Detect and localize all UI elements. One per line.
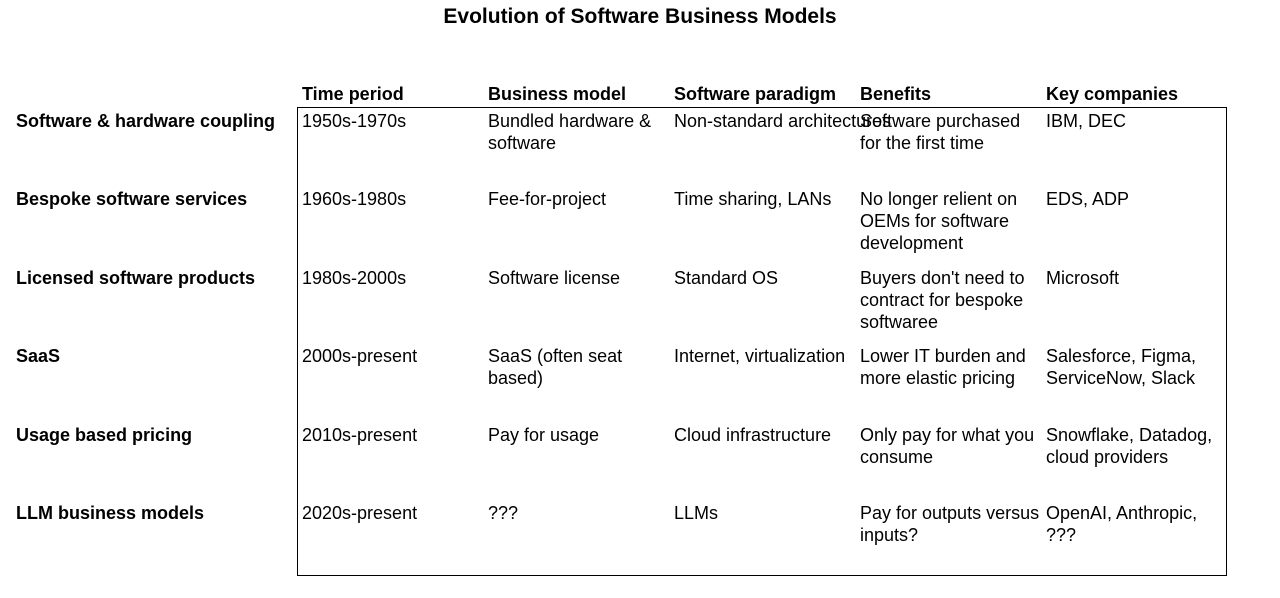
cell-software-paradigm: Non-standard architectures [674,111,892,131]
cell-software-paradigm: Cloud infrastructure [674,425,832,445]
cell-key-companies: OpenAI, Anthropic, ??? [1046,503,1198,545]
cell-key-companies: Snowflake, Datadog, cloud providers [1046,425,1213,467]
cell-business-model: Fee-for-project [488,189,607,209]
column-header-benefits: Benefits [860,84,932,104]
table-row: Software & hardware coupling 1950s-1970s… [0,110,1280,188]
cell-business-model: Software license [488,268,621,288]
cell-time-period: 1950s-1970s [302,111,407,131]
column-header-key-companies: Key companies [1046,84,1179,104]
table-border [297,107,1227,576]
cell-benefits: Only pay for what you consume [860,425,1035,467]
cell-time-period: 1980s-2000s [302,268,407,288]
cell-benefits: Buyers don't need to contract for bespok… [860,268,1025,332]
cell-time-period: 2010s-present [302,425,418,445]
cell-time-period: 2020s-present [302,503,418,523]
cell-benefits: No longer relient on OEMs for software d… [860,189,1018,253]
column-header-time-period: Time period [302,84,404,104]
cell-software-paradigm: LLMs [674,503,719,523]
row-label: Usage based pricing [16,425,193,445]
table-row: Bespoke software services 1960s-1980s Fe… [0,188,1280,266]
row-label: SaaS [16,346,61,366]
cell-business-model: Bundled hardware & software [488,111,652,153]
cell-key-companies: IBM, DEC [1046,111,1127,131]
cell-business-model: Pay for usage [488,425,600,445]
column-header-software-paradigm: Software paradigm [674,84,837,104]
cell-software-paradigm: Standard OS [674,268,779,288]
cell-benefits: Pay for outputs versus inputs? [860,503,1040,545]
row-label: LLM business models [16,503,205,523]
cell-benefits: Lower IT burden and more elastic pricing [860,346,1026,388]
cell-business-model: SaaS (often seat based) [488,346,623,388]
cell-key-companies: Salesforce, Figma, ServiceNow, Slack [1046,346,1197,388]
page-title: Evolution of Software Business Models [443,5,837,28]
table-row: LLM business models 2020s-present ??? LL… [0,502,1280,580]
cell-business-model: ??? [488,503,519,523]
cell-software-paradigm: Time sharing, LANs [674,189,832,209]
cell-benefits: Software purchased for the first time [860,111,1021,153]
row-label: Software & hardware coupling [16,111,276,131]
table-row: SaaS 2000s-present SaaS (often seat base… [0,345,1280,423]
row-label: Bespoke software services [16,189,248,209]
row-label: Licensed software products [16,268,256,288]
table-row: Licensed software products 1980s-2000s S… [0,267,1280,345]
column-header-business-model: Business model [488,84,627,104]
cell-time-period: 2000s-present [302,346,418,366]
cell-key-companies: Microsoft [1046,268,1120,288]
cell-time-period: 1960s-1980s [302,189,407,209]
cell-key-companies: EDS, ADP [1046,189,1130,209]
cell-software-paradigm: Internet, virtualization [674,346,846,366]
table-row: Usage based pricing 2010s-present Pay fo… [0,424,1280,502]
table-header-row: Time period Business model Software para… [0,82,1280,106]
